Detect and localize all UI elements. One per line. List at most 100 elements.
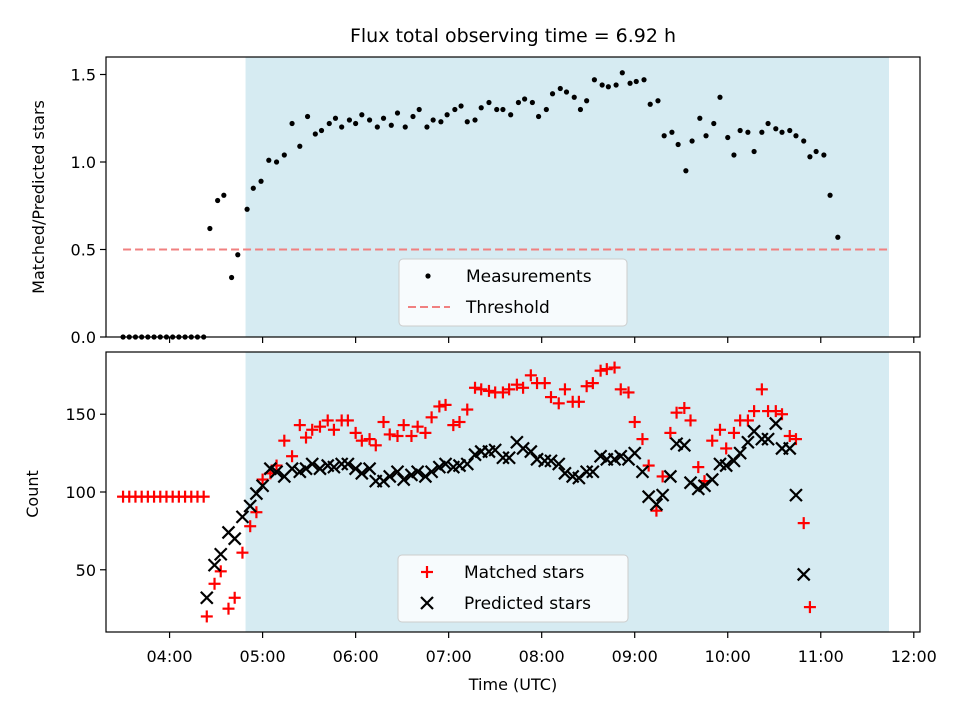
measurement-point — [641, 77, 647, 83]
predicted-star-point — [502, 450, 516, 465]
matched-star-point — [419, 426, 432, 439]
predicted-star-point — [249, 486, 264, 501]
predicted-star-point — [655, 488, 670, 502]
matched-star-point — [222, 602, 235, 615]
matched-star-point — [586, 377, 599, 390]
matched-star-point — [391, 430, 404, 442]
measurement-point — [591, 77, 598, 83]
matched-star-point — [447, 419, 460, 432]
predicted-star-point — [782, 441, 797, 456]
predicted-star-point — [269, 464, 284, 479]
matched-star-point — [397, 419, 410, 432]
predicted-star-point — [727, 454, 741, 468]
measurement-point — [339, 124, 345, 130]
measurement-point — [703, 133, 709, 139]
matched-star-point — [706, 434, 719, 447]
matched-star-point — [628, 416, 641, 428]
bottom-xtick-label: 08:00 — [519, 647, 565, 666]
matched-star-point — [720, 442, 733, 455]
matched-star-point — [286, 450, 299, 463]
predicted-star-point — [551, 457, 566, 471]
chart-title: Flux total observing time = 6.92 h — [350, 25, 676, 47]
matched-star-point — [405, 430, 418, 442]
matched-star-point — [503, 383, 516, 396]
matched-star-point — [692, 461, 705, 474]
matched-star-point — [558, 383, 571, 396]
measurement-point — [605, 84, 611, 90]
predicted-star-point — [761, 432, 775, 446]
matched-star-point — [656, 470, 669, 483]
matched-star-point — [482, 384, 495, 397]
bottom-ylabel: Count — [23, 470, 42, 518]
matched-star-point — [727, 426, 740, 439]
measurement-point — [813, 148, 819, 155]
predicted-star-point — [496, 450, 510, 465]
predicted-star-point — [586, 464, 600, 479]
measurement-point — [633, 78, 639, 85]
measurement-point — [683, 168, 689, 174]
matched-star-point — [349, 426, 362, 439]
measurement-point — [661, 133, 667, 139]
measurement-point — [522, 96, 528, 102]
measurement-point — [359, 112, 365, 118]
measurement-point — [326, 120, 332, 127]
measurement-point — [430, 117, 436, 123]
measurement-point — [563, 89, 570, 95]
legend-predicted-marker — [420, 596, 434, 610]
matched-star-point — [439, 398, 452, 411]
measurement-point — [571, 94, 577, 100]
matched-star-point — [461, 403, 474, 416]
bottom-xtick-label: 07:00 — [426, 647, 472, 666]
matched-star-point — [469, 381, 482, 394]
matched-star-point — [433, 400, 446, 413]
legend-matched-marker — [421, 566, 433, 578]
top-ytick-tick-label: 0.0 — [71, 328, 96, 347]
predicted-star-point — [355, 466, 369, 481]
top-panel: 0.0 0.5 1.0 1.5 Matched/Predicted stars Mea… — [29, 56, 921, 347]
measurement-point — [543, 106, 549, 113]
measurement-point — [374, 124, 380, 130]
top-ylabel: Matched/Predicted stars — [29, 100, 48, 294]
matched-star-point — [572, 395, 585, 408]
matched-star-point — [355, 434, 368, 447]
predicted-star-point — [460, 457, 475, 471]
predicted-star-point — [627, 446, 642, 460]
measurement-point — [221, 192, 227, 198]
bottom-legend: Matched stars Predicted stars — [397, 554, 629, 623]
measurement-point — [494, 106, 500, 113]
legend-measurements-marker — [425, 273, 431, 279]
matched-star-point — [636, 433, 649, 446]
predicted-star-point — [227, 531, 242, 546]
measurement-point — [773, 126, 779, 132]
legend-matched-label: Matched stars — [464, 563, 584, 583]
matched-star-point — [783, 430, 796, 442]
measurement-point — [438, 119, 444, 125]
matched-star-point — [544, 391, 557, 404]
predicted-star-point — [255, 478, 270, 493]
predicted-star-point — [396, 472, 411, 487]
bottom-xlabel: Time (UTC) — [468, 675, 557, 694]
predicted-star-point — [410, 464, 425, 479]
bottom-xtick-label: 09:00 — [612, 647, 658, 666]
top-legend-box — [398, 258, 628, 327]
predicted-star-point — [362, 461, 377, 476]
bottom-panel: 50 100 150 04:00 05:00 06:00 07:00 08:00 09:00 1… — [23, 351, 937, 694]
predicted-star-point — [796, 567, 811, 582]
measurement-point — [529, 99, 535, 106]
matched-star-point — [278, 434, 291, 447]
predicted-star-point — [341, 457, 355, 471]
legend-measurements-label: Measurements — [466, 267, 592, 287]
measurement-point — [235, 252, 241, 258]
measurement-point — [486, 99, 492, 106]
matched-star-point — [524, 369, 537, 382]
top-axes-frame — [105, 56, 921, 338]
matched-star-point — [197, 490, 210, 503]
matched-star-point — [200, 610, 213, 623]
measurement-point — [807, 154, 813, 160]
measurement-point — [725, 134, 731, 141]
matched-star-point — [650, 504, 663, 517]
measurement-point — [549, 91, 556, 97]
measurement-point — [478, 105, 484, 111]
matched-star-point — [496, 386, 509, 399]
